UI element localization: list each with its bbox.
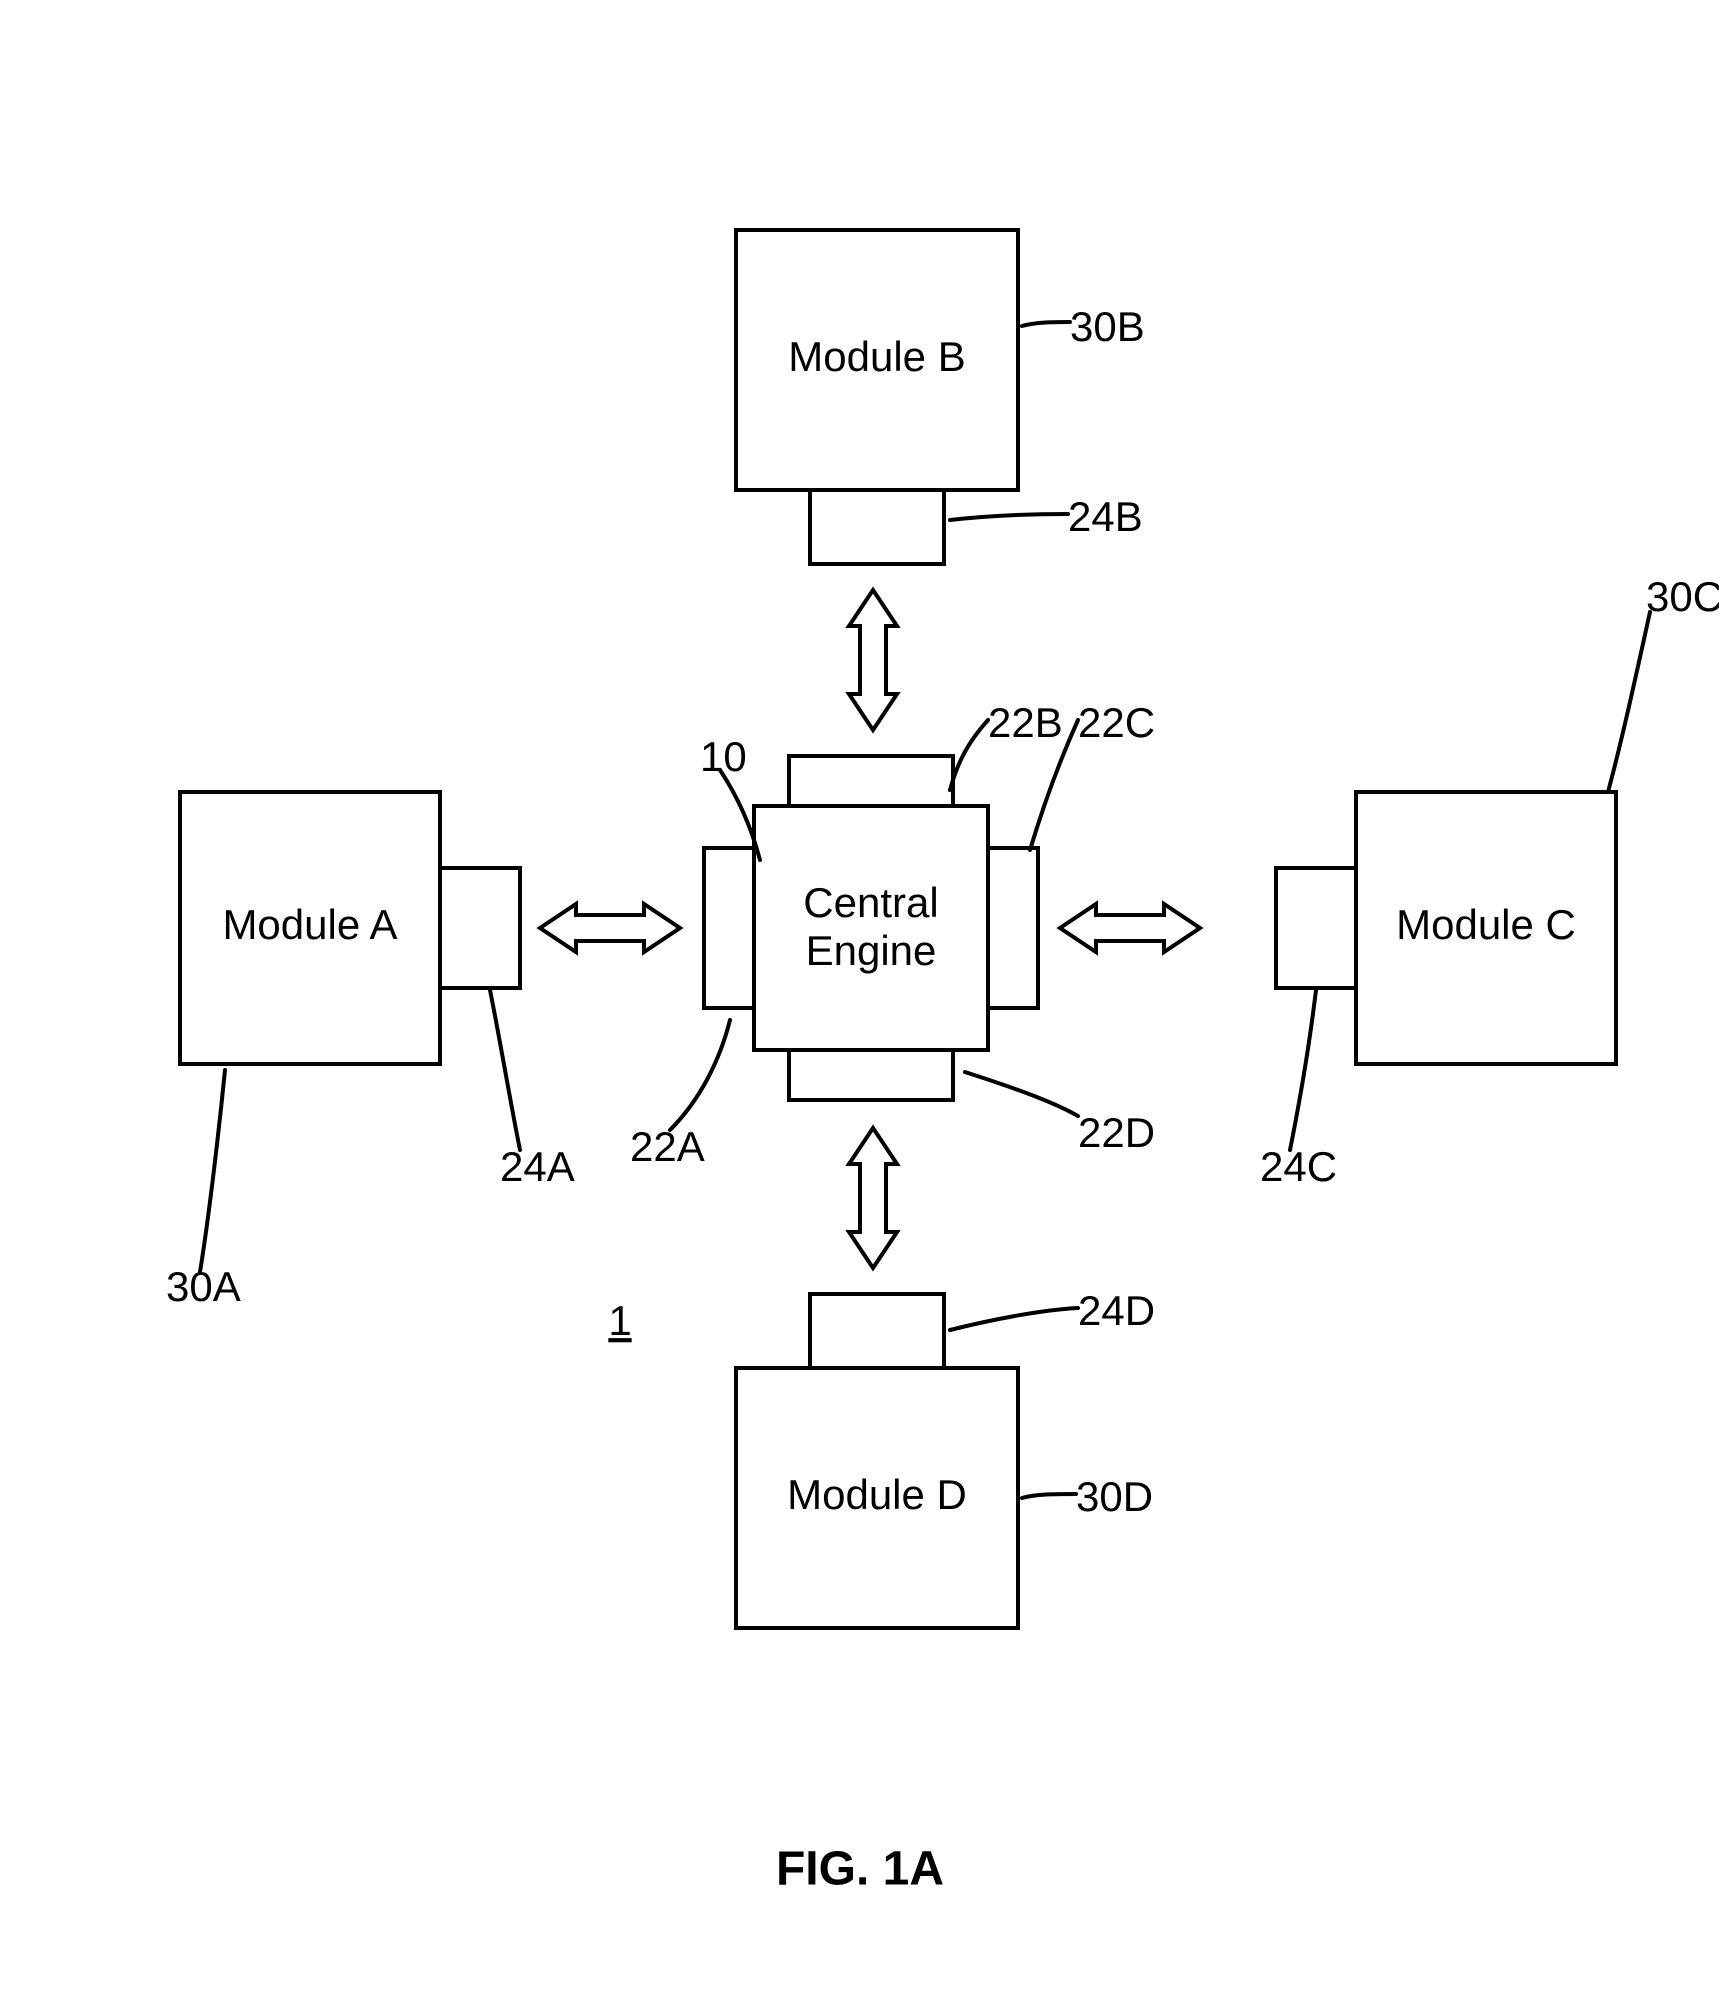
ref_22C-label: 22C	[1078, 699, 1155, 746]
arrow-right	[1060, 904, 1200, 952]
figure-caption: FIG. 1A	[776, 1843, 944, 1896]
ref_24C-leader	[1290, 990, 1316, 1150]
ref_22A-label: 22A	[630, 1123, 705, 1170]
figure-reference-number: 1	[608, 1297, 631, 1344]
ref_30A-leader	[200, 1070, 225, 1272]
ref_30C-label: 30C	[1646, 573, 1719, 620]
module-D-label: Module D	[787, 1471, 967, 1518]
ref_30B-leader	[1022, 322, 1070, 326]
ref_30C-leader	[1608, 612, 1650, 792]
ref_24D-leader	[950, 1308, 1078, 1330]
module-A-port	[440, 868, 520, 988]
ref_22B-label: 22B	[988, 699, 1063, 746]
ref_30D-label: 30D	[1076, 1473, 1153, 1520]
ref_24B-leader	[950, 514, 1068, 520]
arrow-bottom	[849, 1128, 897, 1268]
ref_24A-leader	[490, 990, 520, 1150]
ref_24C-label: 24C	[1260, 1143, 1337, 1190]
ref_22D-leader	[965, 1072, 1078, 1116]
arrow-left	[540, 904, 680, 952]
ref_22B-leader	[950, 720, 988, 790]
ref_22D-label: 22D	[1078, 1109, 1155, 1156]
ref_30A-label: 30A	[166, 1263, 241, 1310]
ref_22A-leader	[670, 1020, 730, 1130]
module-A-label: Module A	[222, 901, 397, 948]
central-port-bottom	[789, 1050, 953, 1100]
module-C-port	[1276, 868, 1356, 988]
module-B-label: Module B	[788, 333, 965, 380]
ref_24B-label: 24B	[1068, 493, 1143, 540]
central-port-right	[988, 848, 1038, 1008]
central-engine-label-2: Engine	[806, 927, 937, 974]
ref_24D-label: 24D	[1078, 1287, 1155, 1334]
module-D-port	[810, 1294, 944, 1368]
module-C-label: Module C	[1396, 901, 1576, 948]
ref_10-label: 10	[700, 733, 747, 780]
central-port-top	[789, 756, 953, 806]
module-B-port	[810, 490, 944, 564]
central-engine-label-1: Central	[803, 879, 938, 926]
central-port-left	[704, 848, 754, 1008]
ref_30D-leader	[1022, 1494, 1076, 1498]
arrow-top	[849, 590, 897, 730]
ref_30B-label: 30B	[1070, 303, 1145, 350]
ref_24A-label: 24A	[500, 1143, 575, 1190]
